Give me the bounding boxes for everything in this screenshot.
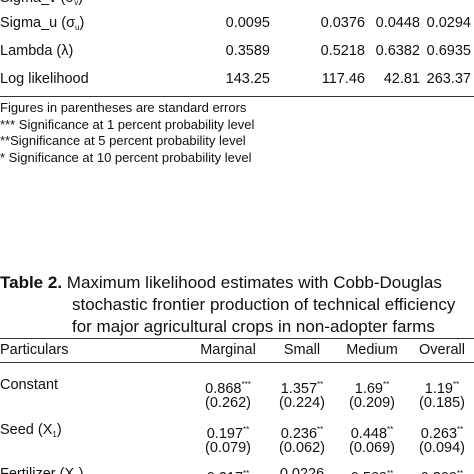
- estimate-value: 0.217: [207, 470, 243, 474]
- label-tail: ): [56, 422, 62, 438]
- estimate-value: 0.0226: [279, 466, 325, 474]
- footnote: Figures in parentheses are standard erro…: [0, 100, 247, 115]
- label-text: Lambda (λ): [0, 43, 74, 59]
- significance: **: [383, 380, 390, 389]
- caption-text: Maximum likelihood estimates with Cobb-D…: [66, 273, 442, 292]
- significance: **: [453, 380, 460, 389]
- label-subscript: v: [74, 0, 79, 7]
- estimate-value: 1.69: [354, 381, 383, 397]
- column-header: Small: [283, 342, 321, 358]
- caption-line: stochastic frontier production of techni…: [72, 295, 456, 314]
- estimate-value: 0.448: [350, 426, 388, 442]
- significance: **: [243, 425, 250, 434]
- significance: ***: [241, 380, 251, 389]
- estimate-value: 0.569: [351, 470, 387, 474]
- label-text: Constant: [0, 377, 59, 393]
- standard-error: (0.069): [349, 440, 395, 456]
- estimate: 0.448**: [351, 421, 394, 443]
- rule: [0, 362, 474, 363]
- cell-value: 0.0376: [320, 15, 365, 31]
- estimate: 0.263**: [421, 421, 464, 443]
- row-label: Constant: [0, 376, 58, 394]
- label-subscript: 1: [52, 430, 57, 439]
- estimate: 1.19**: [425, 376, 459, 398]
- significance: **: [387, 469, 394, 474]
- row-label: Fertilizer (X2): [0, 465, 83, 474]
- standard-error: (0.224): [279, 395, 325, 411]
- estimate: 0.309**: [421, 465, 464, 474]
- row-label: Sigma_u (σu): [0, 14, 84, 37]
- standard-error: (0.094): [419, 440, 465, 456]
- estimate: 0.217**: [207, 465, 250, 474]
- cell-value: 0.6935: [426, 43, 471, 59]
- cell-value: 0.5218: [320, 43, 365, 59]
- cell-value: 143.25: [225, 71, 270, 87]
- cell-value: 117.46: [321, 71, 365, 87]
- cell-value: 0.0448: [375, 15, 420, 31]
- cell-value: 263.37: [426, 71, 471, 87]
- estimate: 0.197**: [207, 421, 250, 443]
- label-text: Seed (X: [0, 422, 53, 438]
- rule: [0, 96, 474, 97]
- row-label: Log likelihood: [0, 70, 89, 88]
- standard-error: (0.062): [279, 440, 325, 456]
- row-label: Lambda (λ): [0, 42, 73, 60]
- estimate: 0.236**: [281, 421, 324, 443]
- column-header: Particulars: [0, 342, 69, 358]
- estimate-value: 0.236: [280, 426, 318, 442]
- estimate-value: 1.19: [424, 381, 453, 397]
- estimate-value: 0.197: [206, 426, 244, 442]
- footnote: **Significance at 5 percent probability …: [0, 133, 246, 148]
- estimate-value: 1.357: [280, 381, 318, 397]
- label-text: Sigma_v (σ: [0, 0, 74, 6]
- label-text: Fertilizer (X: [0, 466, 75, 474]
- label-text: Log likelihood: [0, 71, 89, 87]
- cell-value: 0.0095: [225, 15, 270, 31]
- significance: **: [457, 425, 464, 434]
- rule: [0, 338, 474, 339]
- significance: **: [317, 380, 324, 389]
- significance: **: [243, 469, 250, 474]
- label-tail: ): [78, 0, 83, 6]
- caption-line: for major agricultural crops in non-adop…: [72, 317, 435, 336]
- significance: **: [387, 425, 394, 434]
- estimate: 1.357**: [281, 376, 324, 398]
- estimate: 0.0226: [280, 465, 324, 474]
- row-label: Sigma_v (σv): [0, 0, 83, 12]
- estimate-value: 0.868: [205, 381, 242, 397]
- standard-error: (0.185): [419, 395, 465, 411]
- estimate: 0.868***: [205, 376, 251, 398]
- standard-error: (0.079): [205, 440, 251, 456]
- estimate: 1.69**: [355, 376, 389, 398]
- standard-error: (0.209): [349, 395, 395, 411]
- row-label: Seed (X1): [0, 421, 62, 444]
- cell-value: 0.6382: [375, 43, 420, 59]
- cell-value: 42.81: [383, 71, 420, 87]
- caption-label: Table 2.: [0, 273, 63, 292]
- standard-error: (0.262): [205, 395, 251, 411]
- cell-value: 0.3589: [225, 43, 270, 59]
- label-tail: ): [79, 15, 85, 31]
- label-tail: ): [78, 466, 84, 474]
- cell-value: 0.0294: [426, 15, 471, 31]
- caption-line: Table 2. Maximum likelihood estimates wi…: [0, 272, 442, 294]
- label-text: Sigma_u (σ: [0, 15, 76, 31]
- significance: **: [317, 425, 324, 434]
- footnote: * Significance at 10 percent probability…: [0, 149, 252, 165]
- label-subscript: u: [75, 23, 80, 32]
- significance: **: [457, 469, 464, 474]
- estimate-value: 0.309: [421, 470, 457, 474]
- column-header: Medium: [346, 342, 398, 358]
- footnote: *** Significance at 1 percent probabilit…: [0, 116, 255, 132]
- column-header: Marginal: [200, 342, 256, 358]
- estimate-value: 0.263: [420, 426, 458, 442]
- estimate: 0.569**: [351, 465, 394, 474]
- column-header: Overall: [419, 342, 465, 358]
